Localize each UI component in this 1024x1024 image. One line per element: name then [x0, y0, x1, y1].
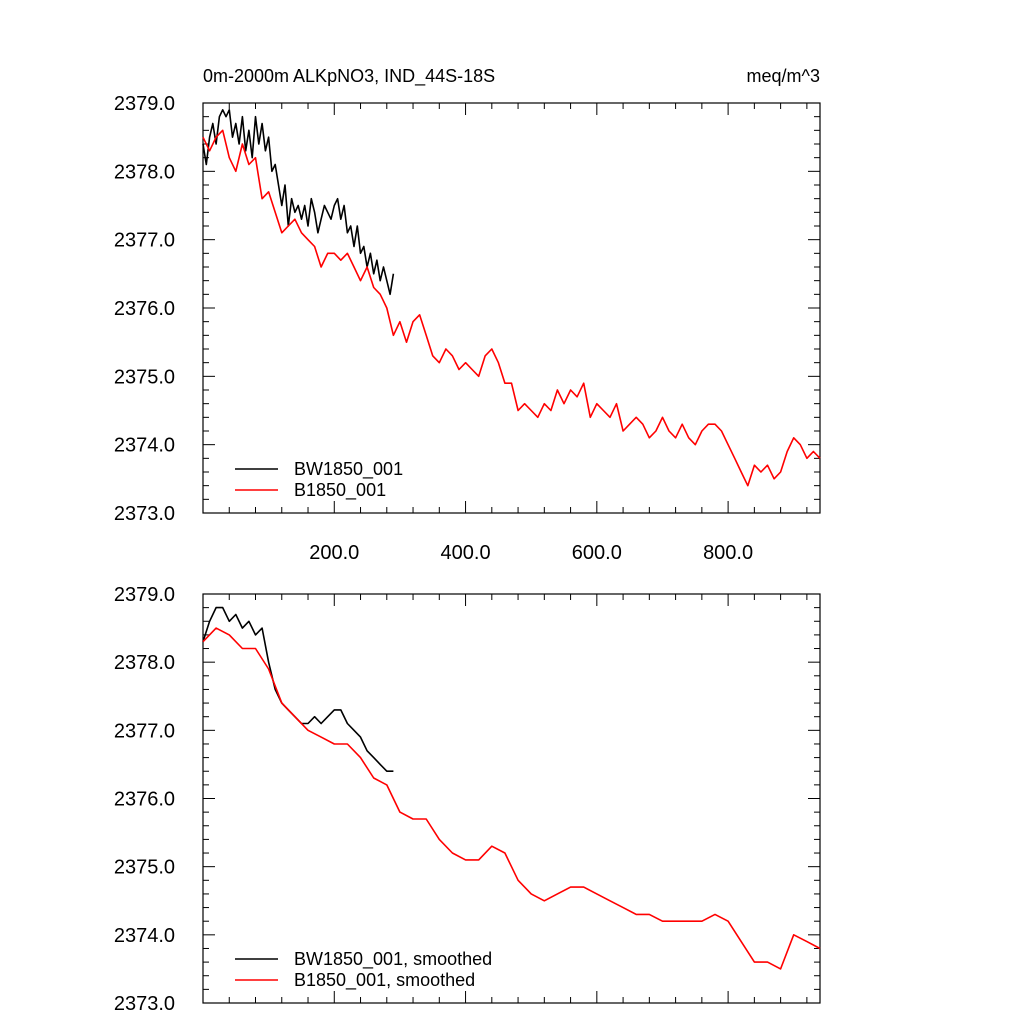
legend-label: B1850_001, smoothed [294, 970, 475, 991]
y-tick-label: 2377.0 [114, 230, 175, 252]
series-line-1 [202, 129, 821, 487]
x-tick-label: 800.0 [703, 542, 753, 564]
y-tick-label: 2376.0 [114, 789, 175, 811]
series-line-0 [202, 606, 394, 773]
y-tick-label: 2373.0 [114, 503, 175, 525]
y-tick-label: 2378.0 [114, 161, 175, 183]
legend-label: BW1850_001, smoothed [294, 949, 492, 970]
y-tick-label: 2378.0 [114, 652, 175, 674]
y-tick-label: 2374.0 [114, 925, 175, 947]
x-tick-label: 400.0 [441, 542, 491, 564]
top-panel: 2373.0 2374.0 2375.0 2376.0 2377.0 2378.0 2379… [114, 93, 821, 564]
y-tick-label: 2379.0 [114, 584, 175, 606]
y-tick-label: 2374.0 [114, 435, 175, 457]
series-line-1 [202, 627, 821, 970]
legend-label: BW1850_001 [294, 459, 403, 480]
y-tick-label: 2375.0 [114, 366, 175, 388]
legend-label: B1850_001 [294, 480, 386, 501]
plot-frame [202, 102, 821, 514]
chart-title: 0m-2000m ALKpNO3, IND_44S-18S [203, 66, 495, 87]
x-tick-label: 200.0 [309, 542, 359, 564]
y-tick-label: 2376.0 [114, 298, 175, 320]
y-tick-label: 2379.0 [114, 93, 175, 115]
y-tick-label: 2377.0 [114, 720, 175, 742]
y-tick-label: 2375.0 [114, 857, 175, 879]
series-line-0 [202, 109, 395, 296]
y-tick-label: 2373.0 [114, 993, 175, 1015]
plot-frame [202, 593, 821, 1004]
bottom-panel: 2373.0 2374.0 2375.0 2376.0 2377.0 2378.0 2379… [114, 584, 821, 1015]
chart-units: meq/m^3 [747, 66, 820, 86]
x-tick-label: 600.0 [572, 542, 622, 564]
